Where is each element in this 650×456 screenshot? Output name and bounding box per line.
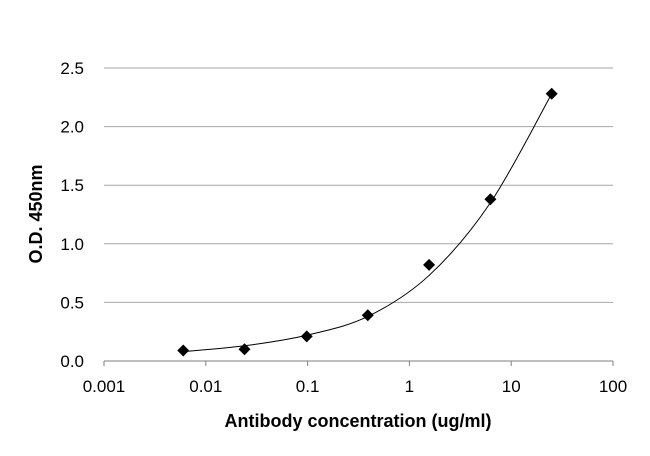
- data-point: [423, 258, 436, 271]
- y-tick-label: 2.5: [60, 59, 84, 78]
- x-axis-title: Antibody concentration (ug/ml): [225, 411, 492, 431]
- y-axis-ticks: 0.0 0.5 1.0 1.5 2.0 2.5: [60, 59, 84, 371]
- gridlines: [104, 67, 613, 303]
- data-point: [177, 344, 190, 357]
- x-tick-label: 100: [599, 377, 627, 396]
- x-tick-label: 0.1: [296, 377, 320, 396]
- x-tick-label: 1: [405, 377, 414, 396]
- y-tick-label: 2.0: [60, 118, 84, 137]
- data-point: [300, 330, 313, 343]
- y-axis-title: O.D. 450nm: [26, 164, 46, 263]
- data-point: [361, 309, 374, 322]
- x-tick-label: 0.01: [189, 377, 222, 396]
- data-point: [545, 87, 558, 100]
- y-tick-label: 1.0: [60, 235, 84, 254]
- y-tick-label: 0.5: [60, 293, 84, 312]
- data-point: [484, 193, 497, 206]
- x-tick-label: 10: [502, 377, 521, 396]
- y-tick-label: 1.5: [60, 176, 84, 195]
- data-points: [177, 87, 558, 357]
- x-tick-label: 0.001: [83, 377, 126, 396]
- data-point: [238, 343, 251, 356]
- x-axis-ticks: 0.001 0.01 0.1 1 10 100: [83, 361, 627, 396]
- fit-curve: [183, 93, 553, 353]
- y-tick-label: 0.0: [60, 352, 84, 371]
